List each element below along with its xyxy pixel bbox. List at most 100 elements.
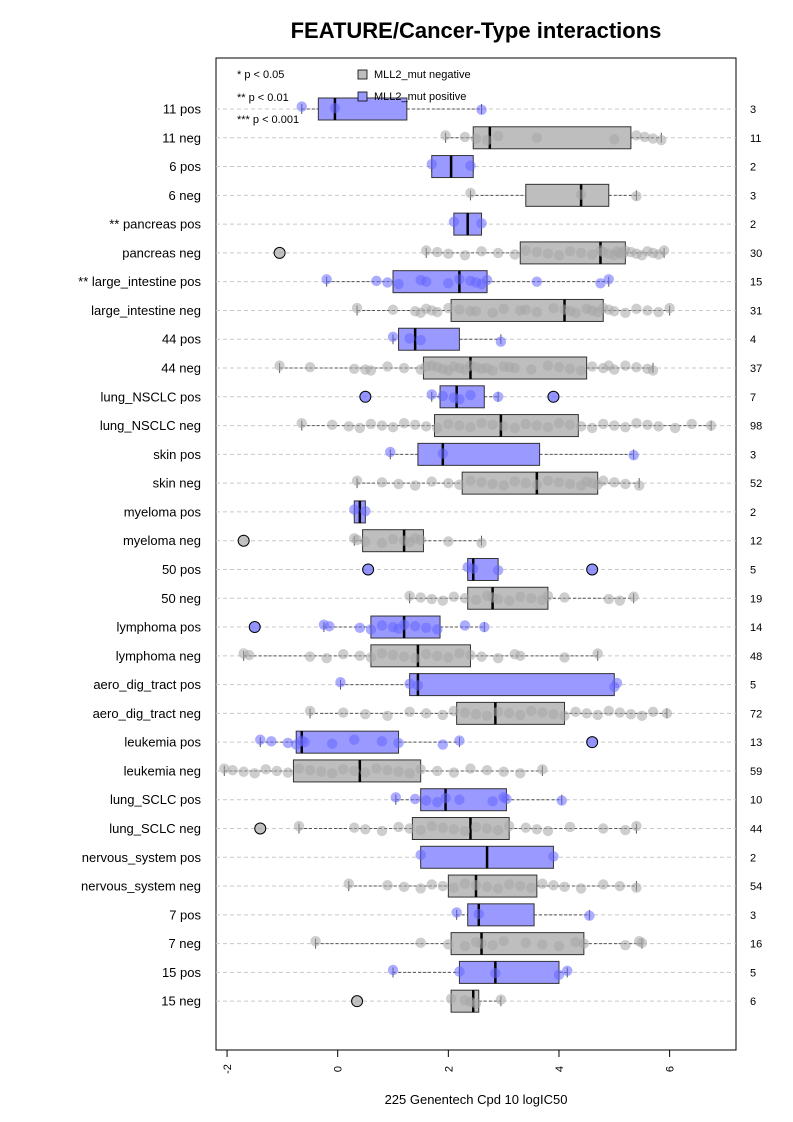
data-point xyxy=(393,766,404,777)
data-point xyxy=(415,849,426,861)
data-point xyxy=(293,763,305,774)
data-point xyxy=(421,276,432,287)
data-point xyxy=(376,620,388,631)
data-point xyxy=(470,133,482,144)
x-tick-label: 2 xyxy=(443,1066,455,1072)
data-point xyxy=(432,650,443,662)
data-point xyxy=(371,763,382,774)
data-point xyxy=(564,478,576,490)
data-point xyxy=(487,478,498,490)
group-label: ** large_intestine pos xyxy=(78,274,201,289)
data-point xyxy=(526,705,537,717)
data-point xyxy=(349,734,360,745)
data-point xyxy=(595,278,606,289)
data-point xyxy=(556,795,567,806)
data-point xyxy=(575,883,587,894)
data-point xyxy=(282,767,294,778)
group-label: skin pos xyxy=(153,447,201,462)
data-point xyxy=(564,419,576,430)
data-point xyxy=(426,879,437,890)
data-point xyxy=(421,622,432,634)
data-point xyxy=(531,824,543,835)
data-point xyxy=(459,940,471,952)
legend-negative-label: MLL2_mut negative xyxy=(374,69,471,81)
data-point xyxy=(559,710,570,721)
group-count: 3 xyxy=(750,910,756,922)
group-label: pancreas neg xyxy=(122,245,201,260)
data-point xyxy=(609,420,620,431)
legend-positive-label: MLL2_mut positive xyxy=(374,91,466,103)
data-point xyxy=(465,390,476,401)
data-point xyxy=(440,792,451,804)
data-point xyxy=(443,418,454,430)
group-count: 31 xyxy=(750,305,762,317)
data-point xyxy=(351,302,363,314)
data-point xyxy=(321,274,332,285)
box xyxy=(450,932,585,956)
data-point xyxy=(562,965,573,976)
data-point xyxy=(636,937,648,949)
data-point xyxy=(465,187,476,199)
data-point xyxy=(470,880,482,891)
data-point xyxy=(476,651,487,662)
box xyxy=(417,442,541,466)
data-point xyxy=(515,591,526,602)
outlier-point xyxy=(586,736,599,749)
group-count: 30 xyxy=(750,248,762,260)
data-point xyxy=(620,940,631,951)
group-count: 5 xyxy=(750,680,756,692)
data-point xyxy=(387,964,399,976)
data-point xyxy=(415,824,426,836)
data-point xyxy=(470,998,482,1009)
group-label: myeloma pos xyxy=(124,504,202,519)
data-point xyxy=(603,705,614,717)
data-point xyxy=(598,475,609,486)
data-point xyxy=(633,480,645,491)
data-point xyxy=(459,878,471,889)
data-point xyxy=(387,304,399,315)
data-point xyxy=(335,677,346,688)
data-point xyxy=(492,883,504,894)
data-point xyxy=(598,418,609,430)
data-point xyxy=(382,361,393,372)
data-point xyxy=(376,736,388,747)
data-point xyxy=(443,536,454,547)
data-point xyxy=(443,652,454,663)
data-point xyxy=(498,936,509,947)
data-point xyxy=(492,593,504,605)
data-point xyxy=(553,250,565,261)
legend-sig-2: ** p < 0.01 xyxy=(237,92,289,104)
data-point xyxy=(598,879,609,890)
data-point xyxy=(631,417,642,429)
data-point xyxy=(360,364,371,375)
data-point xyxy=(586,361,598,372)
group-label: 6 neg xyxy=(168,188,201,203)
data-point xyxy=(360,708,371,720)
data-point xyxy=(421,649,432,660)
data-point xyxy=(575,421,587,432)
data-point xyxy=(515,768,526,779)
data-point xyxy=(492,130,504,142)
data-point xyxy=(487,419,498,430)
data-point xyxy=(542,421,554,433)
data-point xyxy=(531,420,543,431)
data-point xyxy=(343,878,354,889)
group-count: 16 xyxy=(750,939,762,951)
data-point xyxy=(315,766,327,777)
data-point xyxy=(631,820,642,832)
data-point xyxy=(487,307,498,319)
data-point xyxy=(465,306,476,317)
data-point xyxy=(570,706,581,717)
data-point xyxy=(398,619,410,630)
group-count: 13 xyxy=(750,737,762,749)
data-point xyxy=(625,708,637,720)
data-point xyxy=(454,274,465,285)
group-label: myeloma neg xyxy=(123,533,201,548)
data-point xyxy=(669,422,681,434)
data-point xyxy=(398,651,410,662)
data-point xyxy=(661,708,673,719)
data-point xyxy=(642,419,653,430)
data-point xyxy=(614,880,626,892)
data-point xyxy=(476,477,487,488)
data-point xyxy=(365,624,377,635)
